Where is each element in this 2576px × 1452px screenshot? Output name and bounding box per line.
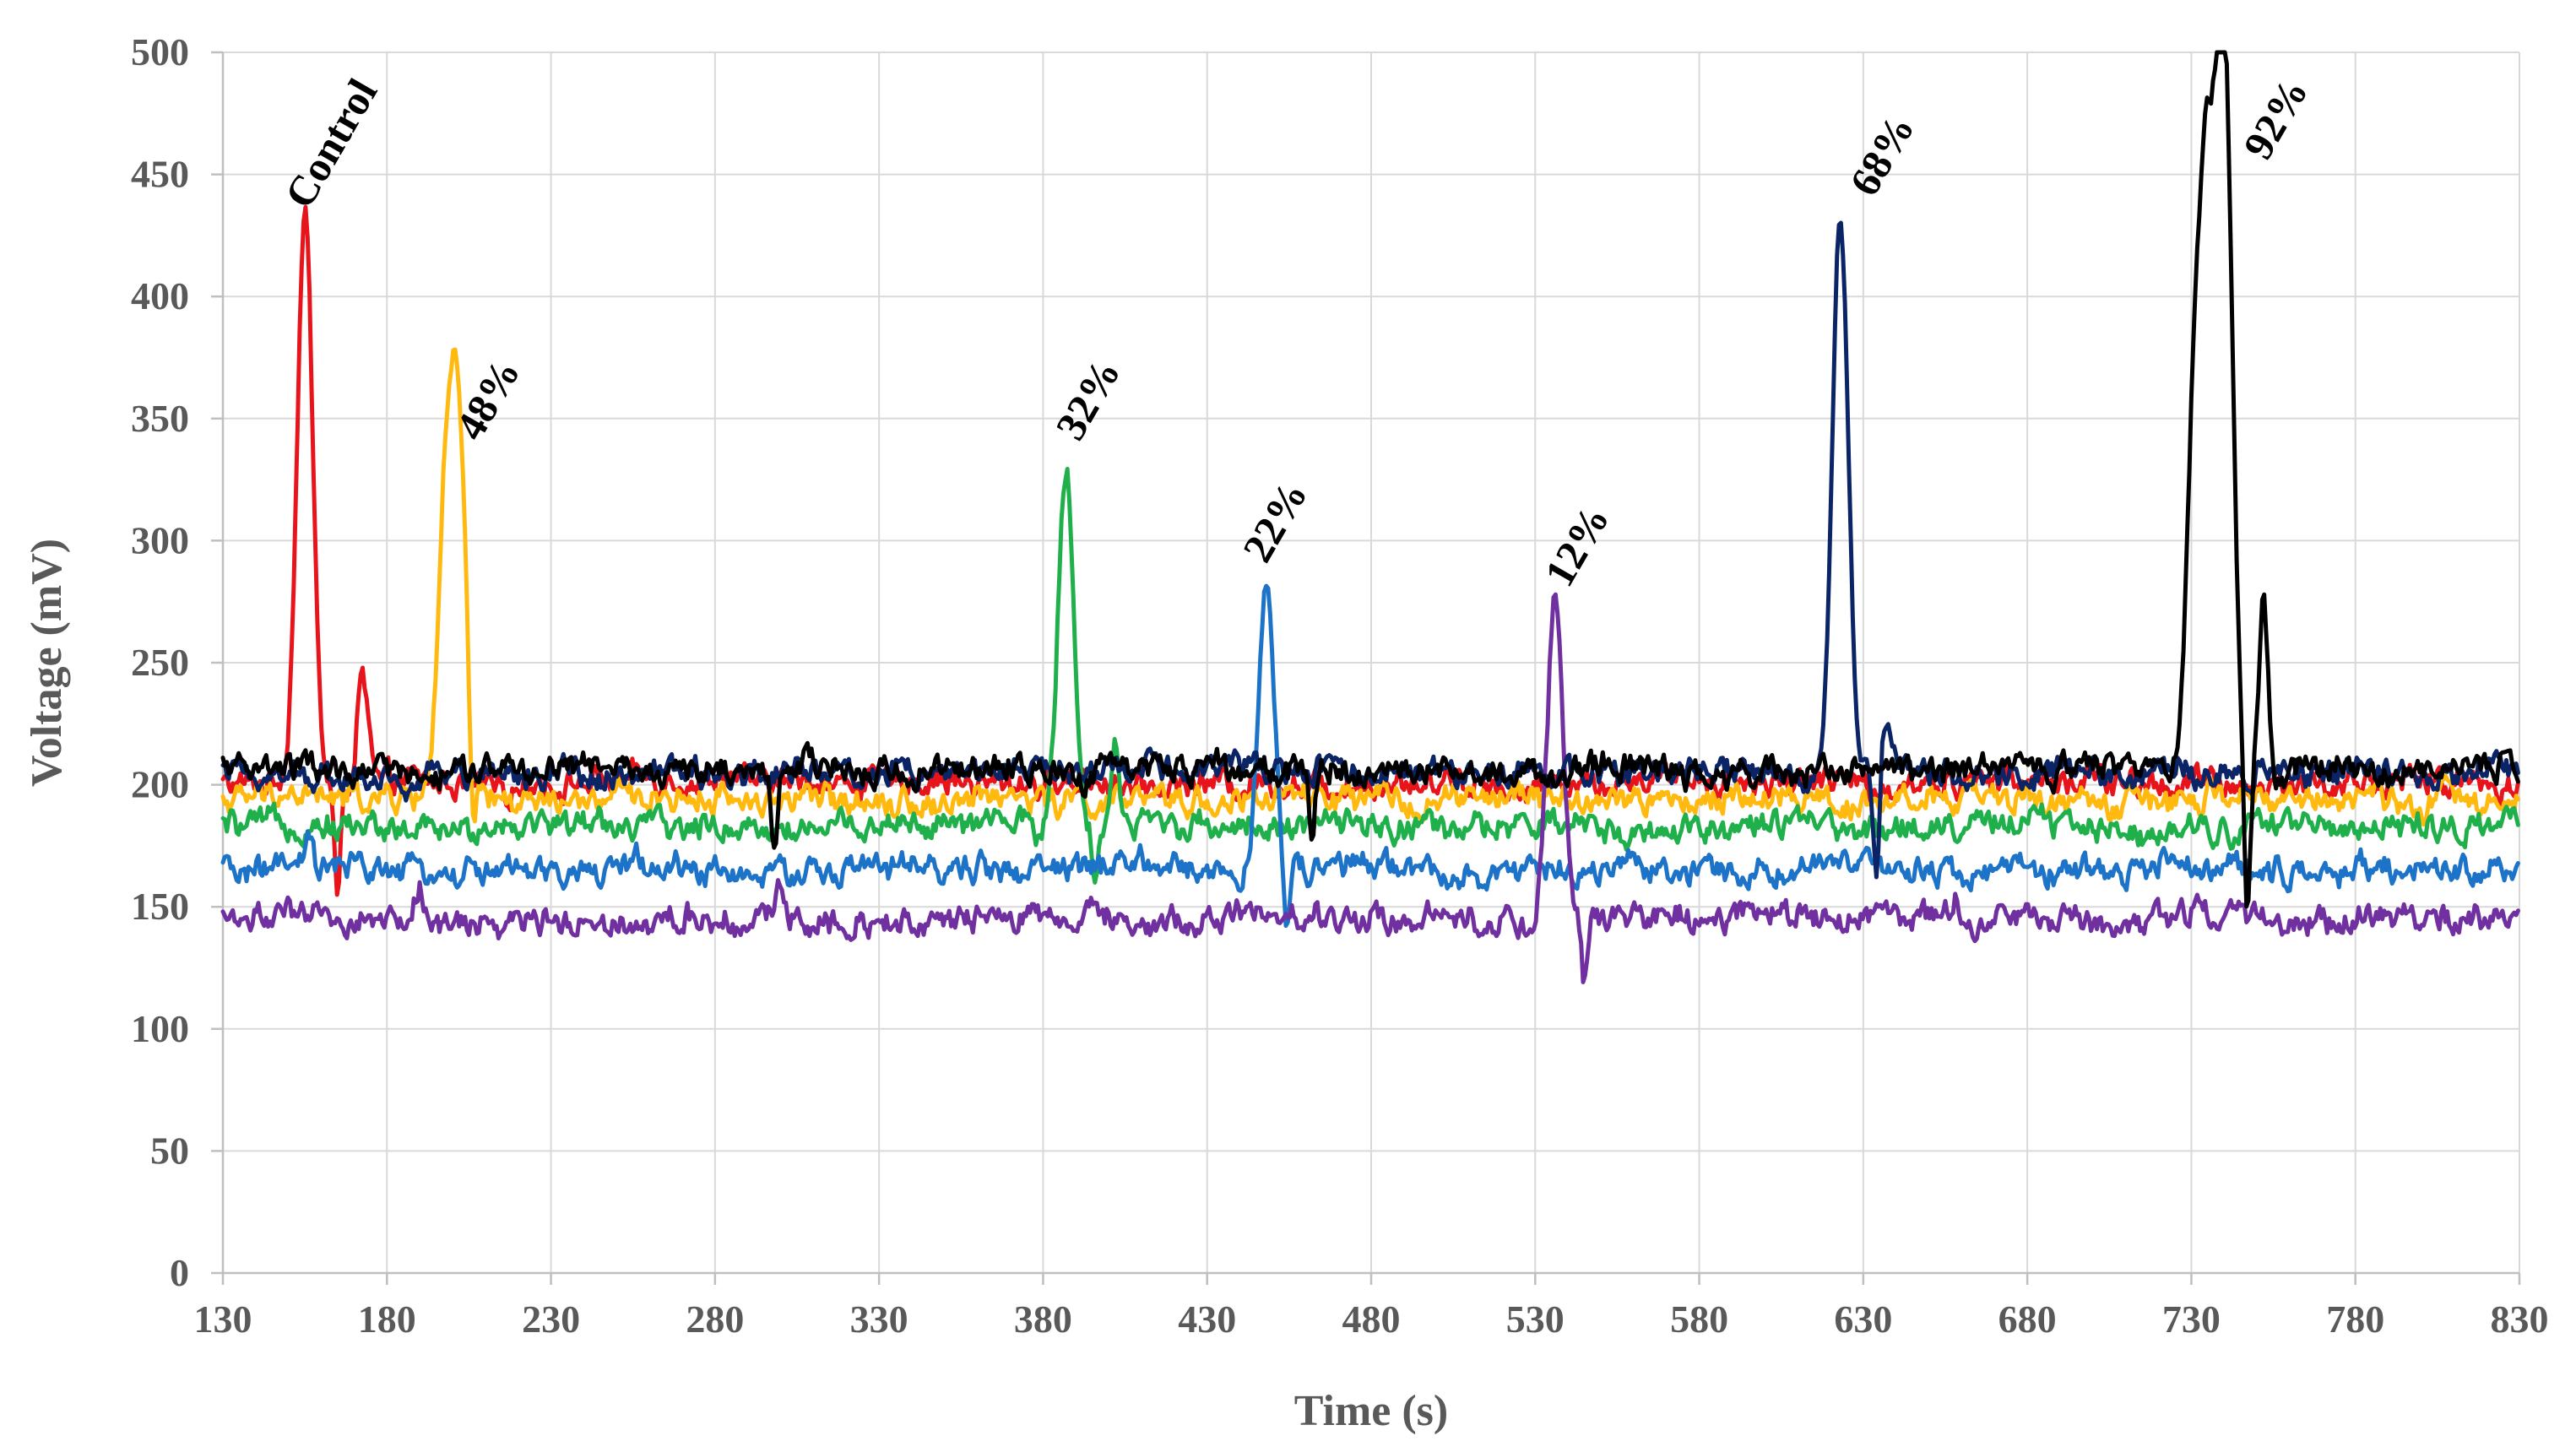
series-line-5 — [220, 592, 2520, 984]
series-line-2 — [220, 347, 2520, 827]
y-tick-label: 150 — [131, 885, 189, 928]
x-tick-label: 730 — [2162, 1298, 2221, 1341]
x-tick-label: 680 — [1998, 1298, 2057, 1341]
x-tick-label: 580 — [1670, 1298, 1728, 1341]
peak-annotation: 12% — [1535, 497, 1618, 594]
y-tick-label: 300 — [131, 518, 189, 561]
y-tick-label: 100 — [131, 1007, 189, 1050]
peak-annotation: 92% — [2234, 70, 2317, 167]
series-lines — [220, 50, 2520, 984]
y-tick-label: 50 — [150, 1129, 189, 1172]
y-tick-label: 500 — [131, 30, 189, 73]
x-tick-label: 180 — [358, 1298, 416, 1341]
peak-annotation: 22% — [1234, 473, 1316, 570]
x-tick-label: 330 — [850, 1298, 908, 1341]
y-axis-title: Voltage (mV) — [23, 539, 71, 787]
x-tick-label: 280 — [686, 1298, 744, 1341]
series-line-7 — [220, 50, 2520, 909]
x-tick-label: 380 — [1014, 1298, 1072, 1341]
y-tick-label: 200 — [131, 763, 189, 806]
peak-annotation: Control — [275, 71, 386, 216]
x-tick-label: 130 — [194, 1298, 252, 1341]
x-tick-label: 480 — [1342, 1298, 1401, 1341]
x-axis-title: Time (s) — [1294, 1387, 1448, 1435]
y-tick-label: 400 — [131, 274, 189, 317]
series-line-3 — [220, 467, 2520, 885]
x-tick-label: 630 — [1834, 1298, 1892, 1341]
series-line-4 — [220, 583, 2520, 929]
peak-annotation: 32% — [1046, 351, 1129, 448]
axes: 0 50 100 150 200 250 300 350 400 450 500 130 180 230 2… — [131, 30, 2549, 1341]
y-tick-label: 250 — [131, 641, 189, 684]
x-tick-label: 830 — [2491, 1298, 2549, 1341]
y-tick-label: 0 — [170, 1251, 189, 1294]
series-line-6 — [220, 220, 2520, 880]
y-tick-label: 350 — [131, 397, 189, 440]
peak-annotation: 68% — [1841, 106, 1923, 203]
x-tick-label: 430 — [1178, 1298, 1236, 1341]
gridlines — [223, 51, 2520, 1273]
x-tick-label: 230 — [522, 1298, 580, 1341]
x-tick-label: 780 — [2326, 1298, 2384, 1341]
x-tick-label: 530 — [1506, 1298, 1565, 1341]
y-tick-label: 450 — [131, 153, 189, 196]
